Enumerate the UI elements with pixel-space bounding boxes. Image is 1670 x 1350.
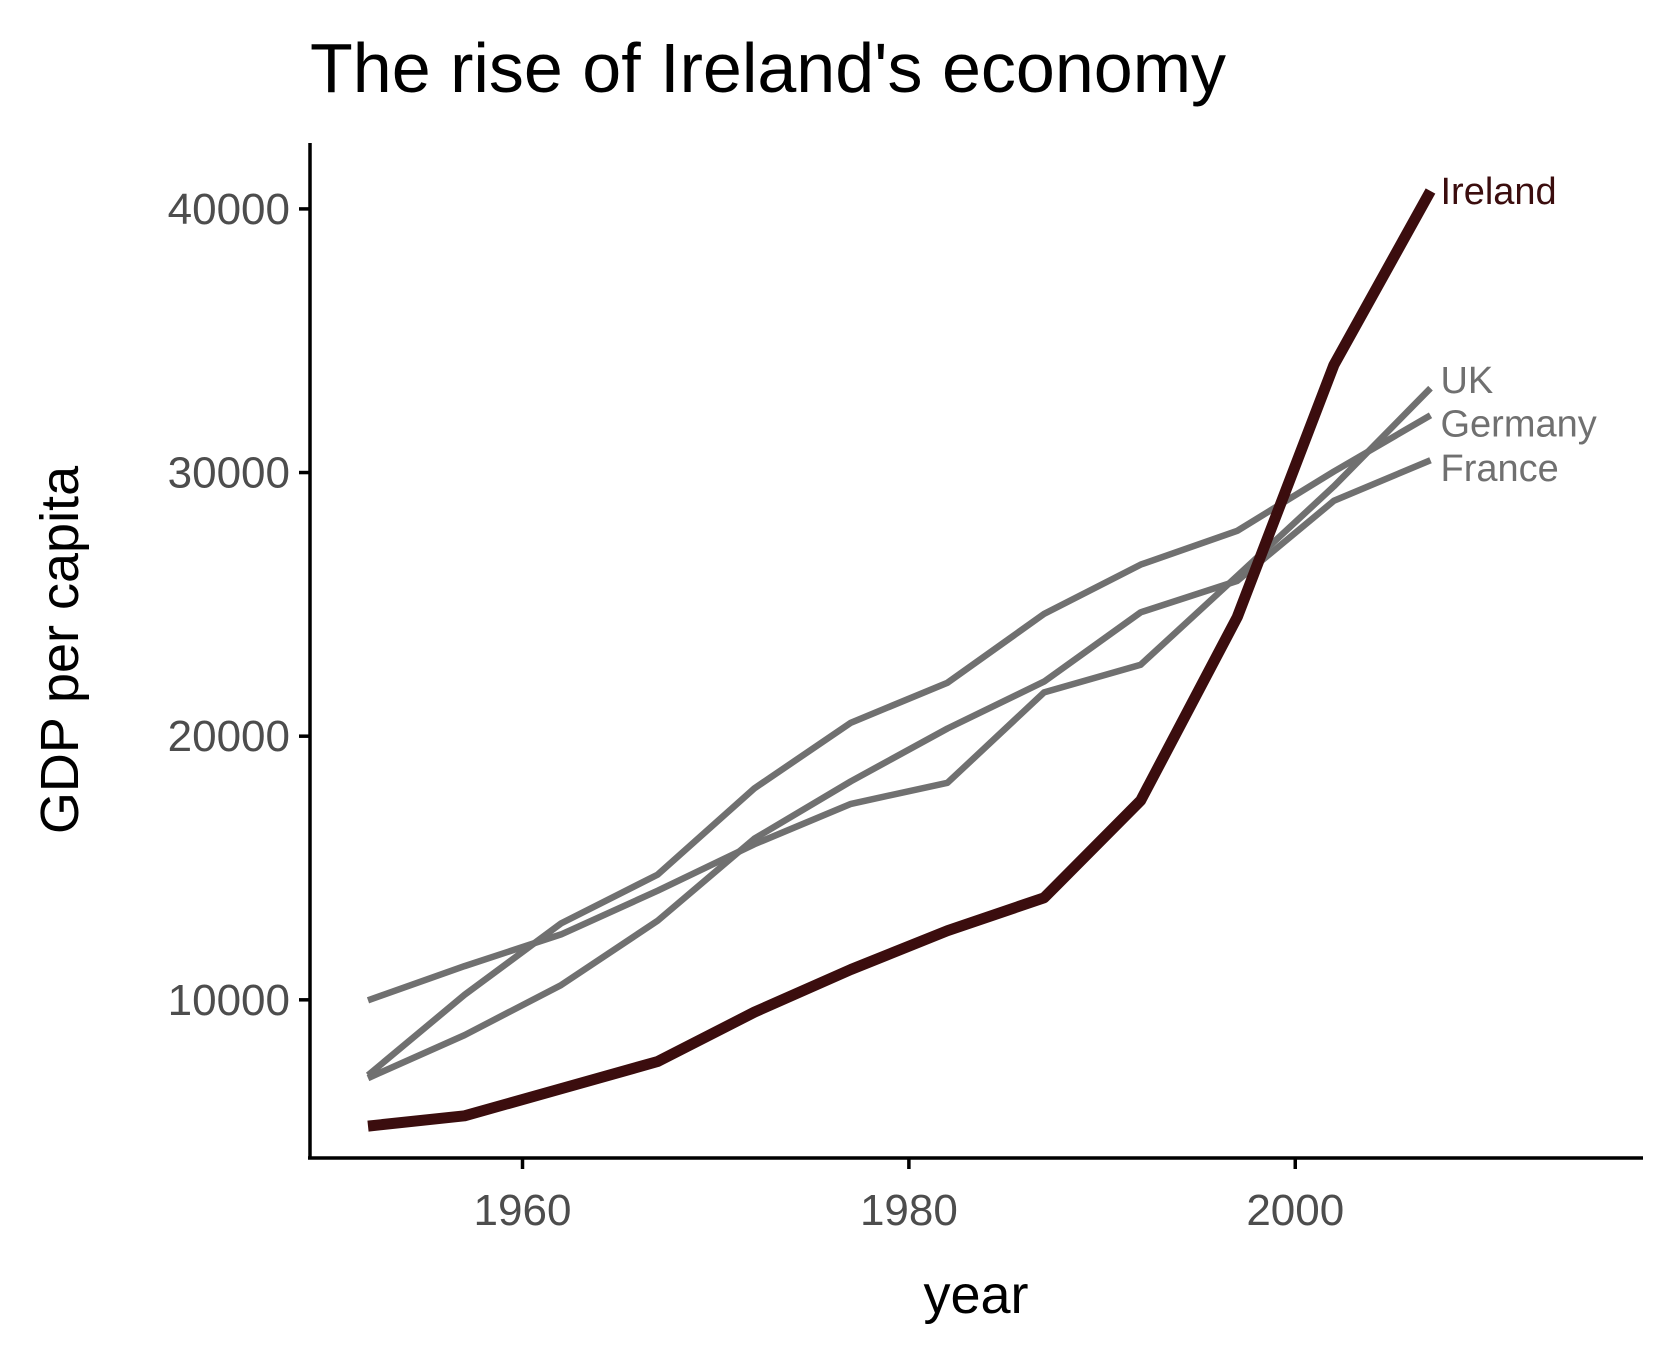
series-label-uk: UK	[1440, 360, 1493, 402]
series-lines	[365, 188, 1436, 1132]
x-tick-label: 1960	[474, 1186, 572, 1235]
series-line-france	[366, 457, 1432, 1082]
x-axis-title: year	[923, 1265, 1028, 1325]
y-tick-label: 30000	[168, 449, 290, 498]
x-tick-label: 2000	[1246, 1186, 1344, 1235]
y-tick-label: 20000	[168, 712, 290, 761]
series-line-uk	[366, 385, 1433, 1004]
series-label-france: France	[1440, 448, 1558, 490]
x-tick-label: 1980	[860, 1186, 958, 1235]
series-label-ireland: Ireland	[1440, 171, 1556, 213]
series-line-ireland	[367, 188, 1436, 1132]
y-tick-label: 10000	[168, 976, 290, 1025]
y-ticks: 10000 20000 30000 40000	[168, 185, 310, 1025]
chart-title: The rise of Ireland's economy	[310, 29, 1226, 107]
series-label-germany: Germany	[1440, 403, 1596, 445]
series-line-germany	[365, 412, 1433, 1078]
y-axis-title: GDP per capita	[30, 465, 90, 834]
x-ticks: 1960 1980 2000	[474, 1158, 1344, 1235]
y-tick-label: 40000	[168, 185, 290, 234]
